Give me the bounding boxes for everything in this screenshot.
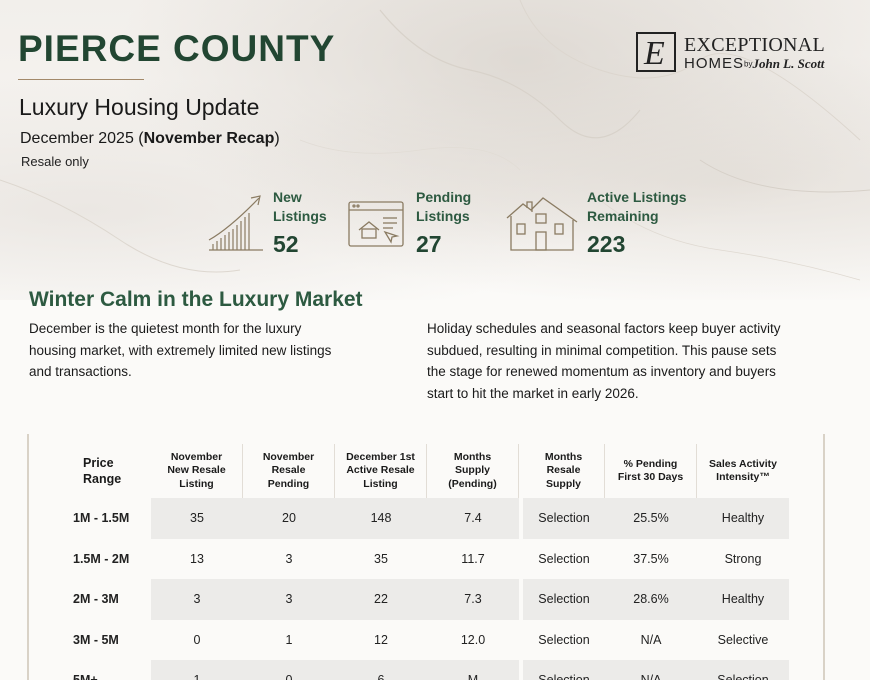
header-months-resale-supply: Months Resale Supply [523, 444, 605, 498]
market-table-panel: Price Range November New Resale Listing Nov… [27, 434, 825, 680]
table-cell: Selection [523, 579, 605, 620]
brand-logo: E EXCEPTIONAL HOMESbyJohn L. Scott [636, 32, 846, 74]
table-cell: Selection [538, 632, 590, 647]
table-cell: N/A [640, 632, 662, 647]
browser-home-icon [348, 201, 404, 247]
stat-label: Pending Listings [416, 189, 472, 224]
stat-value: 27 [416, 231, 442, 257]
header-months-supply-pending: Months Supply (Pending) [427, 444, 519, 498]
table-cell: 35 [151, 498, 243, 539]
logo-line-2: HOMESbyJohn L. Scott [684, 55, 825, 72]
title-divider [18, 79, 144, 80]
report-date: December 2025 (November Recap) [20, 130, 280, 147]
table-cell: N/A [605, 660, 697, 680]
table-cell: Selection [523, 498, 605, 539]
table-row: 5M+ 1 0 6 M Selection N/A Selection [59, 660, 789, 680]
growth-chart-icon [208, 195, 263, 251]
cell-price-range: 2M - 3M [59, 579, 151, 620]
table-cell: Selection [523, 660, 605, 680]
intro-paragraph-right: Holiday schedules and seasonal factors k… [427, 321, 781, 401]
header-price-range: Price Range [83, 456, 122, 486]
stat-label: New Listings [273, 189, 327, 224]
cell-price-range: 3M - 5M [59, 619, 151, 660]
table-cell: 12.0 [460, 632, 486, 647]
table-cell: Healthy [697, 498, 789, 539]
cell-price-range: 1M - 1.5M [59, 498, 151, 539]
table-row: 1M - 1.5M 35 20 148 7.4 Selection 25.5% … [59, 498, 789, 539]
table-cell: 28.6% [605, 579, 697, 620]
table-row: 3M - 5M 0 1 12 12.0 Selection N/A Select… [59, 619, 789, 660]
table-cell: 12 [374, 632, 388, 647]
header-active-resale-listing: December 1st Active Resale Listing [335, 444, 427, 498]
stat-value: 52 [273, 231, 299, 257]
table-cell: Healthy [697, 579, 789, 620]
marble-veins [0, 0, 870, 281]
table-cell: 6 [335, 660, 427, 680]
table-cell: Selective [717, 632, 769, 647]
table-header-row: Price Range November New Resale Listing Nov… [59, 444, 789, 498]
table-cell: 148 [335, 498, 427, 539]
header-pending-first-30-days: % Pending First 30 Days [605, 444, 697, 498]
header-new-resale-listing: November New Resale Listing [151, 444, 243, 498]
table-cell: Strong [724, 551, 762, 566]
table-cell: 11.7 [461, 551, 485, 566]
table-cell: 37.5% [633, 551, 669, 566]
table-cell: 1 [151, 660, 243, 680]
table-cell: 7.3 [427, 579, 519, 620]
table-cell: 7.4 [427, 498, 519, 539]
table-cell: M [427, 660, 519, 680]
county-title: PIERCE COUNTY [18, 28, 336, 69]
table-row: 2M - 3M 3 3 22 7.3 Selection 28.6% Healt… [59, 579, 789, 620]
logo-line-1: EXCEPTIONAL [684, 34, 826, 56]
table-cell: 13 [190, 551, 204, 566]
house-icon [506, 197, 578, 251]
table-cell: 22 [335, 579, 427, 620]
header-resale-pending: November Resale Pending [243, 444, 335, 498]
table-cell: 0 [193, 632, 201, 647]
market-table: Price Range November New Resale Listing Nov… [59, 444, 789, 680]
table-cell: 3 [151, 579, 243, 620]
header-sales-activity-intensity: Sales Activity Intensity™ [709, 457, 777, 484]
logo-mark: E [636, 32, 676, 72]
table-row: 1.5M - 2M 13 3 35 11.7 Selection 37.5% S… [59, 538, 789, 579]
intro-paragraph-left: December is the quietest month for the l… [29, 321, 332, 379]
cell-price-range: 1.5M - 2M [59, 538, 151, 579]
section-title: Winter Calm in the Luxury Market [29, 288, 363, 311]
table-cell: Selection [538, 551, 590, 566]
table-cell: 25.5% [605, 498, 697, 539]
stat-value: 223 [587, 231, 626, 257]
resale-note: Resale only [21, 154, 89, 169]
table-cell: 35 [374, 551, 388, 566]
table-cell: 3 [243, 579, 335, 620]
cell-price-range: 5M+ [59, 660, 151, 680]
table-cell: 3 [285, 551, 293, 566]
table-cell: 20 [243, 498, 335, 539]
stat-label: Active Listings Remaining [587, 189, 687, 224]
table-cell: Selection [697, 660, 789, 680]
table-cell: 0 [243, 660, 335, 680]
marble-background [0, 0, 870, 300]
table-cell: 1 [285, 632, 293, 647]
report-subtitle: Luxury Housing Update [19, 94, 260, 120]
